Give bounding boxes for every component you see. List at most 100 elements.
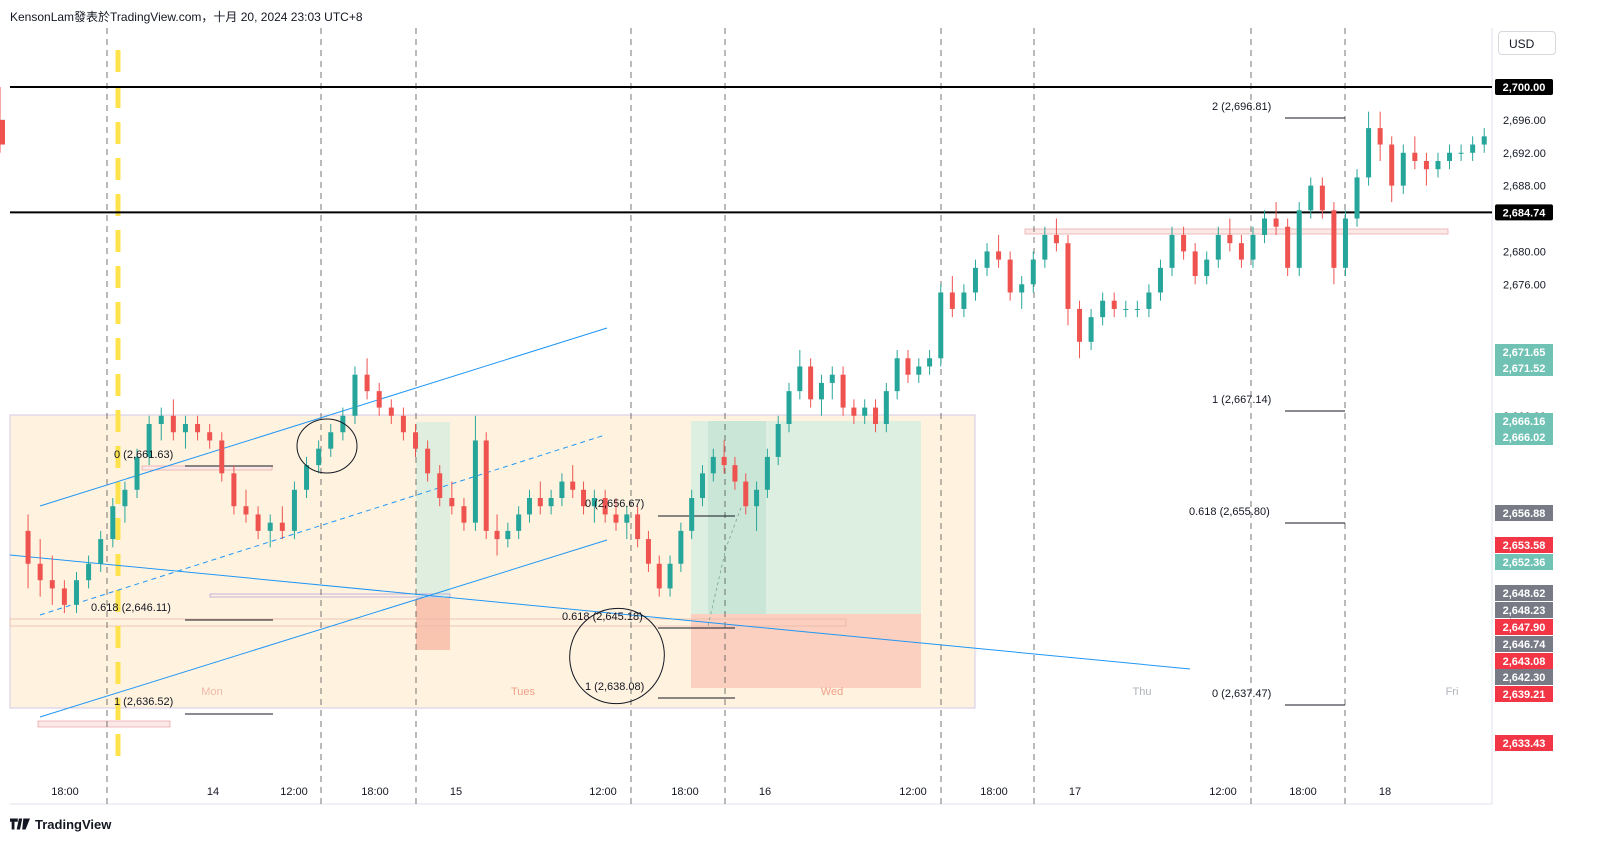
candle bbox=[364, 358, 370, 400]
candle bbox=[352, 366, 358, 425]
candle-body bbox=[1377, 128, 1383, 145]
candle bbox=[1088, 308, 1094, 351]
candle-body bbox=[851, 407, 857, 416]
red-zone-1 bbox=[416, 598, 450, 650]
time-tick-label: 12:00 bbox=[589, 786, 617, 798]
candle bbox=[764, 448, 770, 498]
candle bbox=[961, 284, 967, 318]
price-badge-bg bbox=[1495, 636, 1553, 652]
candle-body bbox=[548, 498, 554, 507]
candle-body bbox=[388, 407, 394, 416]
fib-label: 1 (2,636.52) bbox=[114, 696, 173, 708]
candle-body bbox=[1331, 210, 1337, 268]
candle bbox=[840, 366, 846, 416]
candle-body bbox=[581, 489, 587, 507]
price-badge-bg bbox=[1495, 735, 1553, 751]
candle bbox=[775, 415, 781, 466]
candle bbox=[851, 399, 857, 425]
candle bbox=[689, 489, 695, 540]
candle bbox=[1470, 136, 1476, 161]
candle bbox=[1019, 276, 1025, 309]
candle-body bbox=[1019, 284, 1025, 293]
candle-body bbox=[591, 498, 597, 507]
currency-button[interactable]: USD bbox=[1498, 31, 1556, 55]
candle-body bbox=[483, 440, 489, 531]
candle bbox=[1169, 226, 1175, 277]
price-tick-label: 2,692.00 bbox=[1503, 148, 1546, 160]
price-badge-label: 2,671.52 bbox=[1503, 363, 1546, 375]
candle bbox=[1319, 177, 1325, 219]
candle bbox=[158, 407, 164, 441]
fib-label: 1 (2,638.08) bbox=[585, 681, 644, 693]
candle-body bbox=[73, 580, 79, 605]
candle bbox=[376, 382, 382, 416]
day-label: Tues bbox=[511, 686, 536, 698]
candle bbox=[291, 481, 297, 540]
candle bbox=[743, 473, 749, 515]
candle bbox=[37, 539, 43, 597]
trade-zones bbox=[9, 28, 1493, 805]
candle bbox=[1273, 202, 1279, 235]
candle-body bbox=[110, 506, 116, 540]
candle bbox=[494, 514, 500, 556]
footer-brand[interactable]: TradingView bbox=[10, 814, 111, 834]
candle-body bbox=[494, 530, 500, 540]
candle-body bbox=[1065, 243, 1071, 309]
price-badge-label: 2,633.43 bbox=[1503, 738, 1546, 750]
candle-body bbox=[243, 506, 249, 515]
candle bbox=[602, 489, 608, 523]
candle-body bbox=[207, 432, 213, 441]
candle-body bbox=[775, 424, 781, 457]
day-label: Fri bbox=[1446, 686, 1459, 698]
candle bbox=[86, 555, 92, 589]
price-badge-label: 2,684.74 bbox=[1503, 207, 1547, 219]
candle-body bbox=[1285, 226, 1291, 268]
candle-body bbox=[364, 374, 370, 392]
candle bbox=[1481, 128, 1487, 153]
candle bbox=[316, 440, 322, 474]
price-badge-bg bbox=[1495, 554, 1553, 570]
candle bbox=[170, 399, 176, 441]
candle-body bbox=[972, 267, 978, 293]
candle bbox=[340, 407, 346, 441]
candle-body bbox=[1100, 300, 1106, 318]
candle-body bbox=[516, 514, 522, 531]
candle bbox=[1354, 169, 1360, 227]
time-tick-label: 18:00 bbox=[671, 786, 699, 798]
fib-label: 0.618 (2,646.11) bbox=[91, 602, 171, 614]
candle-body bbox=[1053, 234, 1059, 244]
candle bbox=[559, 473, 565, 507]
candle bbox=[732, 456, 738, 490]
candle bbox=[526, 489, 532, 523]
candle bbox=[279, 506, 285, 540]
candle bbox=[1389, 136, 1395, 203]
highlight-circle bbox=[296, 418, 358, 474]
price-badge-label: 2,666.16 bbox=[1503, 416, 1546, 428]
price-badge-label: 2,647.90 bbox=[1503, 622, 1546, 634]
price-badge-bg bbox=[1495, 686, 1553, 702]
candle-body bbox=[1400, 152, 1406, 186]
fib-label: 0 (2,637.47) bbox=[1212, 688, 1271, 700]
candle-body bbox=[559, 481, 565, 498]
profit-zone-strong bbox=[708, 421, 766, 614]
candle bbox=[591, 489, 597, 523]
candle bbox=[1204, 251, 1210, 285]
candle-body bbox=[786, 391, 792, 425]
projection-path bbox=[707, 504, 743, 627]
candle bbox=[862, 399, 868, 425]
candle-body bbox=[883, 391, 889, 425]
candle-body bbox=[413, 432, 419, 449]
candle bbox=[122, 481, 128, 523]
candle bbox=[1181, 226, 1187, 260]
price-badge-bg bbox=[1495, 653, 1553, 669]
candle bbox=[700, 465, 705, 507]
candle bbox=[1435, 152, 1441, 178]
candle-body bbox=[1250, 234, 1256, 260]
candle bbox=[829, 366, 835, 400]
candle bbox=[710, 448, 716, 482]
day-label: Wed bbox=[821, 686, 843, 698]
candle bbox=[1215, 226, 1221, 268]
candle-body bbox=[1181, 234, 1187, 252]
price-badge-label: 2,643.08 bbox=[1503, 656, 1546, 668]
